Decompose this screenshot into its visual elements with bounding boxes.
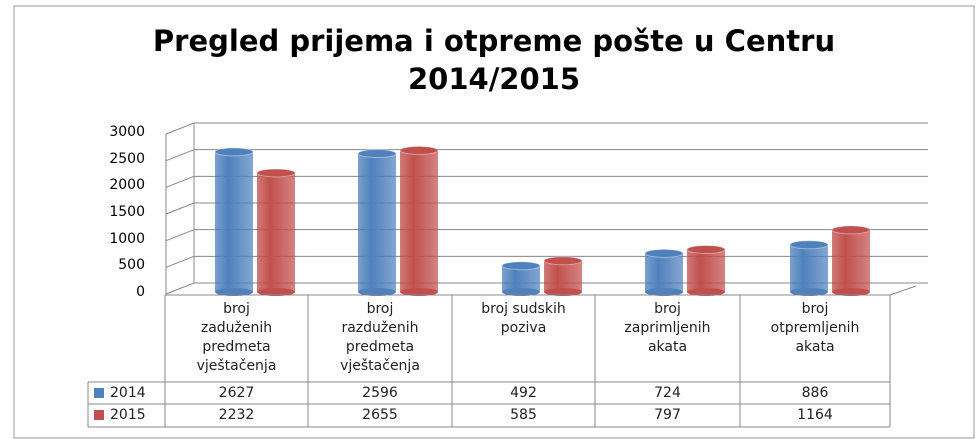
legend-label: 2014: [110, 385, 146, 401]
y-tick-label: 2000: [109, 177, 145, 194]
bar-body: [687, 249, 725, 292]
bar-top: [831, 225, 871, 235]
bar-body: [400, 150, 438, 292]
bar-bottom: [358, 288, 396, 296]
bar-body: [257, 172, 295, 292]
bar: [399, 145, 439, 296]
bar-top: [357, 149, 397, 159]
bar: [256, 168, 296, 296]
bar-shade: [358, 153, 396, 292]
bar: [543, 256, 583, 296]
bar: [214, 147, 254, 296]
bar-top: [789, 240, 829, 250]
data-label: 585: [510, 407, 537, 423]
bar-top: [214, 147, 254, 157]
bar-shade: [832, 229, 870, 292]
grid-line: [165, 255, 195, 268]
legend-label: 2015: [110, 407, 146, 423]
bar-bottom: [257, 288, 295, 296]
x-category-label: broj otpremljenih akata: [770, 301, 860, 355]
grid-line: [165, 202, 195, 215]
bar-bottom: [215, 288, 253, 296]
bar-shade: [687, 249, 725, 292]
chart-border: [13, 5, 975, 439]
bar: [357, 149, 397, 296]
legend-swatch: [94, 388, 104, 398]
grid-line: [165, 282, 195, 295]
data-label: 724: [654, 385, 681, 401]
bar-body: [215, 151, 253, 292]
y-tick-label: 2500: [109, 150, 145, 167]
bar-top: [686, 244, 726, 254]
grid-line: [165, 175, 195, 188]
bar-bottom: [790, 288, 828, 296]
bar-body: [502, 265, 540, 292]
bar-shade: [215, 151, 253, 292]
y-tick-label: 0: [136, 284, 145, 300]
bar-body: [645, 253, 683, 292]
floor-line: [889, 285, 917, 296]
bar-body: [544, 260, 582, 292]
data-label: 2596: [362, 385, 398, 401]
grid-line: [165, 122, 195, 135]
bar-bottom: [687, 288, 725, 296]
data-label: 886: [801, 385, 829, 401]
bar-top: [644, 248, 684, 258]
chart-title: Pregled prijema i otpreme pošte u Centru…: [152, 24, 836, 96]
bar-body: [832, 229, 870, 292]
bar-bottom: [544, 288, 582, 296]
data-label: 492: [510, 385, 537, 401]
legend-swatch: [94, 410, 104, 420]
bar: [686, 244, 726, 296]
x-category-label: broj zaprimljenih akata: [624, 301, 711, 355]
bar-shade: [645, 253, 683, 292]
bar: [501, 261, 541, 296]
bar-body: [790, 244, 828, 292]
bar: [831, 225, 871, 296]
y-tick-label: 500: [118, 257, 145, 274]
y-tick-label: 3000: [109, 124, 145, 140]
bar-body: [358, 153, 396, 292]
x-category-label: broj razduženih predmeta vještačenja: [340, 301, 420, 374]
bar-shade: [400, 150, 438, 292]
bar-top: [543, 256, 583, 266]
bar-bottom: [502, 288, 540, 296]
y-tick-label: 1500: [109, 204, 145, 220]
bar-top: [501, 261, 541, 271]
x-category-label: broj sudskih poziva: [481, 301, 566, 336]
bar: [789, 240, 829, 296]
bar-shade: [257, 172, 295, 292]
y-tick-label: 1000: [109, 230, 145, 247]
bar-bottom: [832, 288, 870, 296]
bar-top: [399, 145, 439, 155]
bar-top: [256, 168, 296, 178]
data-label: 2232: [218, 407, 255, 423]
grid-line: [165, 229, 195, 242]
bar-shade: [544, 260, 582, 292]
bar-shade: [502, 265, 540, 292]
data-label: 2627: [218, 385, 255, 401]
data-label: 2655: [362, 407, 398, 423]
bar-shade: [790, 244, 828, 292]
grid-line: [165, 149, 195, 162]
bar: [644, 248, 684, 296]
data-label: 1164: [797, 407, 833, 423]
bar-bottom: [400, 288, 438, 296]
bar-bottom: [645, 288, 683, 296]
x-category-label: broj zaduženih predmeta vještačenja: [196, 301, 277, 374]
data-label: 797: [654, 407, 681, 423]
